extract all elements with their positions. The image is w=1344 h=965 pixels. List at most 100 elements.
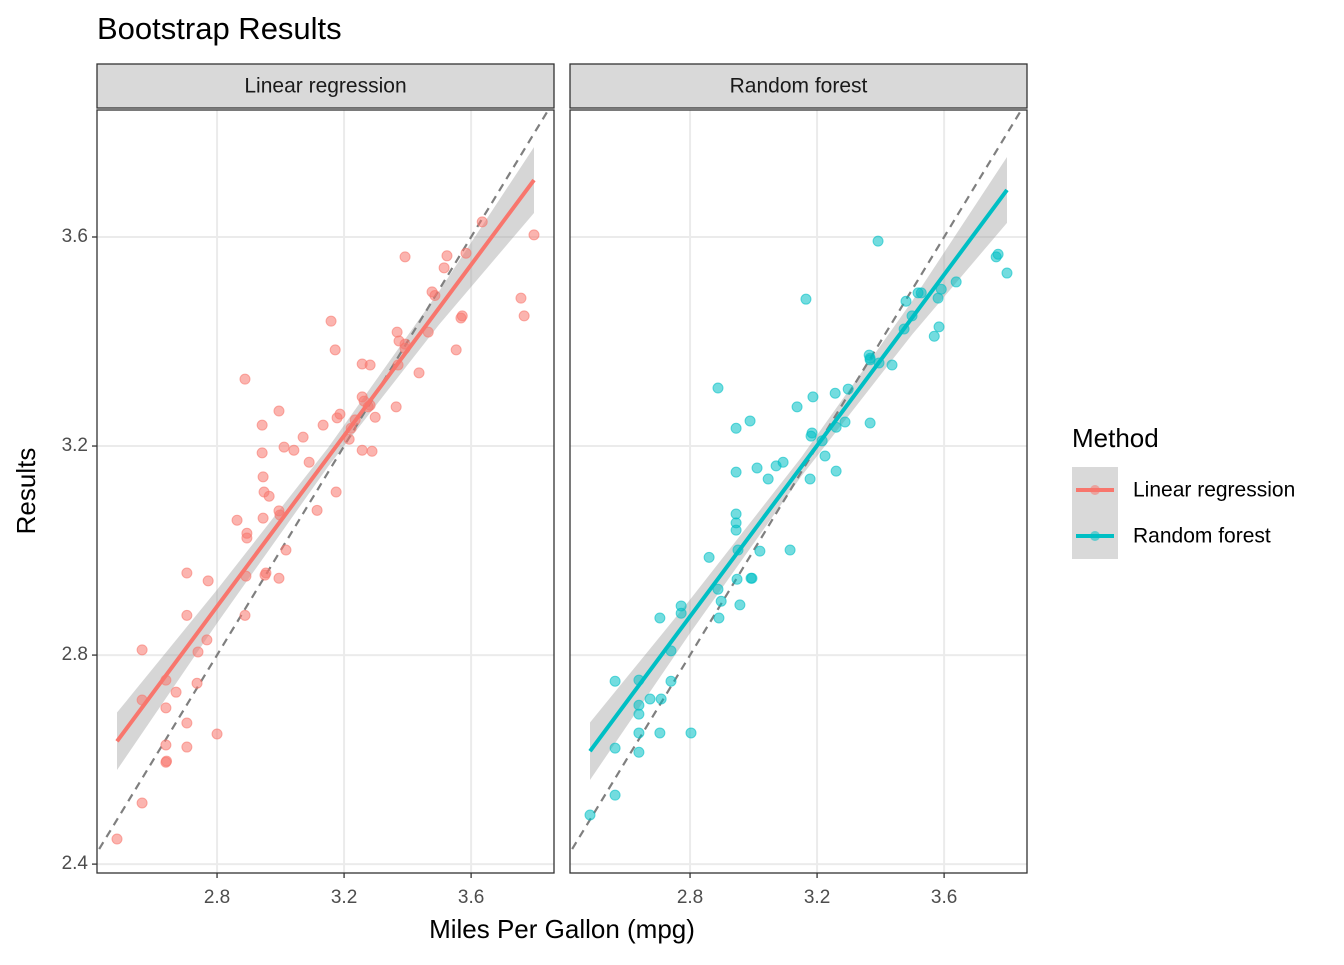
- data-point: [278, 441, 290, 453]
- data-point: [784, 544, 796, 556]
- data-point: [730, 466, 742, 478]
- data-point: [754, 545, 766, 557]
- fit-line: [588, 188, 1009, 753]
- data-point: [260, 567, 272, 579]
- legend-key-point: [1090, 531, 1100, 541]
- data-point: [231, 514, 243, 526]
- data-point: [842, 383, 854, 395]
- data-point: [256, 419, 268, 431]
- data-point: [256, 447, 268, 459]
- data-point: [609, 742, 621, 754]
- data-point: [329, 344, 341, 356]
- data-point: [273, 572, 285, 584]
- data-point: [181, 567, 193, 579]
- data-point: [170, 686, 182, 698]
- data-point: [515, 292, 527, 304]
- data-point: [362, 401, 374, 413]
- legend-label: Linear regression: [1133, 479, 1295, 502]
- data-point: [900, 295, 912, 307]
- data-point: [675, 607, 687, 619]
- data-point: [450, 344, 462, 356]
- data-point: [609, 675, 621, 687]
- x-tick-label: 3.2: [331, 887, 357, 908]
- x-axis-title: Miles Per Gallon (mpg): [429, 914, 695, 944]
- data-point: [369, 411, 381, 423]
- data-point: [422, 326, 434, 338]
- data-point: [928, 330, 940, 342]
- data-point: [364, 359, 376, 371]
- data-point: [518, 310, 530, 322]
- data-point: [211, 728, 223, 740]
- data-point: [181, 741, 193, 753]
- data-point: [872, 235, 884, 247]
- panel-plot: [97, 110, 550, 855]
- strip-label: Linear regression: [244, 75, 406, 98]
- data-point: [1001, 267, 1013, 279]
- data-point: [933, 321, 945, 333]
- x-tick-label: 2.8: [677, 887, 703, 908]
- data-point: [438, 262, 450, 274]
- data-point: [734, 599, 746, 611]
- data-point: [730, 422, 742, 434]
- panel-background: [570, 110, 1027, 873]
- data-point: [202, 575, 214, 587]
- data-point: [390, 401, 402, 413]
- data-point: [746, 572, 758, 584]
- data-point: [935, 283, 947, 295]
- data-point: [111, 833, 123, 845]
- fit-line: [115, 178, 536, 743]
- legend-key-point: [1090, 485, 1100, 495]
- data-point: [712, 382, 724, 394]
- y-tick-label: 3.6: [62, 226, 88, 247]
- data-point: [685, 727, 697, 739]
- legend-title: Method: [1072, 423, 1159, 453]
- data-point: [751, 462, 763, 474]
- data-point: [715, 595, 727, 607]
- panel-border: [96, 109, 555, 874]
- data-point: [915, 287, 927, 299]
- data-point: [136, 797, 148, 809]
- data-point: [644, 693, 656, 705]
- data-point: [460, 247, 472, 259]
- data-point: [160, 674, 172, 686]
- data-point: [731, 573, 743, 585]
- data-point: [311, 504, 323, 516]
- panel-border: [569, 109, 1028, 874]
- data-point: [263, 490, 275, 502]
- data-point: [325, 315, 337, 327]
- x-tick-label: 2.8: [204, 887, 230, 908]
- data-point: [839, 416, 851, 428]
- data-point: [873, 357, 885, 369]
- data-point: [898, 323, 910, 335]
- strip: [96, 63, 555, 109]
- data-point: [830, 421, 842, 433]
- data-point: [633, 746, 645, 758]
- data-point: [392, 359, 404, 371]
- data-point: [356, 444, 368, 456]
- data-point: [732, 544, 744, 556]
- data-point: [303, 456, 315, 468]
- data-point: [274, 509, 286, 521]
- data-point: [665, 675, 677, 687]
- data-point: [816, 435, 828, 447]
- data-point: [317, 419, 329, 431]
- data-point: [804, 473, 816, 485]
- data-point: [886, 359, 898, 371]
- data-point: [633, 727, 645, 739]
- data-point: [160, 739, 172, 751]
- identity-line: [97, 110, 550, 855]
- data-point: [730, 524, 742, 536]
- data-point: [297, 431, 309, 443]
- data-point: [744, 415, 756, 427]
- data-point: [441, 250, 453, 262]
- data-point: [192, 646, 204, 658]
- chart-title: Bootstrap Results: [97, 11, 342, 46]
- data-point: [654, 612, 666, 624]
- data-point: [906, 310, 918, 322]
- data-point: [181, 609, 193, 621]
- data-point: [807, 391, 819, 403]
- data-point: [864, 352, 876, 364]
- x-tick-label: 3.2: [804, 887, 830, 908]
- data-point: [633, 674, 645, 686]
- data-point: [280, 544, 292, 556]
